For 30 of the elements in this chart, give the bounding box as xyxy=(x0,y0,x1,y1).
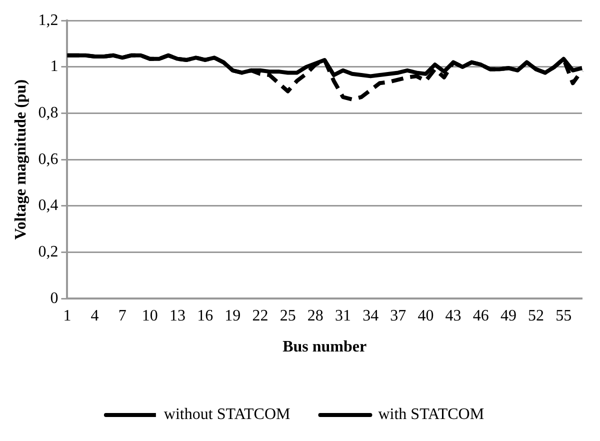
x-tick-label: 55 xyxy=(556,307,572,324)
y-tick-label: 0,4 xyxy=(38,197,58,214)
x-tick-label: 31 xyxy=(334,307,351,324)
x-tick-label: 28 xyxy=(307,307,324,324)
y-tick-label: 0,6 xyxy=(38,150,58,168)
y-tick-label: 0,2 xyxy=(38,243,58,260)
y-tick-label: 0,8 xyxy=(38,104,58,122)
legend-label: without STATCOM xyxy=(164,406,290,424)
x-tick-label: 34 xyxy=(362,307,379,324)
x-tick-label: 43 xyxy=(445,307,462,324)
x-tick-label: 37 xyxy=(390,307,406,324)
x-tick-label: 52 xyxy=(528,307,544,324)
x-tick-label: 46 xyxy=(472,307,489,324)
x-tick-label: 40 xyxy=(418,307,434,324)
x-tick-label: 49 xyxy=(500,307,516,324)
y-tick-label: 1,2 xyxy=(38,12,58,29)
x-axis-title: Bus number xyxy=(282,338,367,356)
x-tick-label: 1 xyxy=(63,307,72,324)
x-tick-label: 16 xyxy=(197,307,214,324)
x-tick-label: 19 xyxy=(224,307,241,324)
x-tick-label: 22 xyxy=(252,307,268,324)
x-tick-label: 25 xyxy=(280,307,296,324)
x-tick-label: 10 xyxy=(142,307,158,324)
y-tick-label: 0 xyxy=(50,290,58,307)
x-tick-label: 4 xyxy=(90,307,99,324)
y-axis-title: Voltage magnitude (pu) xyxy=(12,79,30,240)
x-tick-label: 7 xyxy=(118,307,126,324)
y-tick-label: 1 xyxy=(50,58,58,76)
x-tick-label: 13 xyxy=(170,307,186,324)
legend-label: with STATCOM xyxy=(378,406,484,424)
